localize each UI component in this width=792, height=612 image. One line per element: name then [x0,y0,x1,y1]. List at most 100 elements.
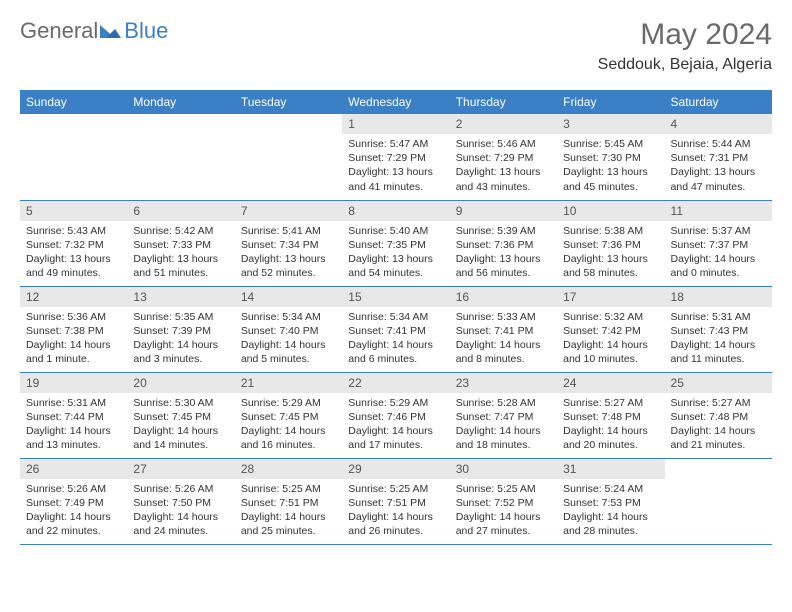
day-content: Sunrise: 5:39 AMSunset: 7:36 PMDaylight:… [450,221,557,285]
day-number: 5 [20,201,127,221]
calendar-body: ...1Sunrise: 5:47 AMSunset: 7:29 PMDayli… [20,114,772,544]
day-number: 19 [20,373,127,393]
day-content: Sunrise: 5:30 AMSunset: 7:45 PMDaylight:… [127,393,234,457]
day-content: Sunrise: 5:35 AMSunset: 7:39 PMDaylight:… [127,307,234,371]
brand-part1: General [20,18,98,44]
weekday-header: Wednesday [342,90,449,114]
day-content: Sunrise: 5:28 AMSunset: 7:47 PMDaylight:… [450,393,557,457]
weekday-header: Thursday [450,90,557,114]
page-header: General Blue May 2024 Seddouk, Bejaia, A… [0,0,792,82]
brand-part2: Blue [124,18,168,44]
day-content: Sunrise: 5:41 AMSunset: 7:34 PMDaylight:… [235,221,342,285]
day-number: 2 [450,114,557,134]
month-title: May 2024 [598,18,772,52]
day-number: 6 [127,201,234,221]
day-content: Sunrise: 5:46 AMSunset: 7:29 PMDaylight:… [450,134,557,198]
day-content: Sunrise: 5:43 AMSunset: 7:32 PMDaylight:… [20,221,127,285]
calendar-day-cell: 19Sunrise: 5:31 AMSunset: 7:44 PMDayligh… [20,372,127,458]
day-content [665,479,772,486]
calendar-day-cell: 8Sunrise: 5:40 AMSunset: 7:35 PMDaylight… [342,200,449,286]
day-content: Sunrise: 5:34 AMSunset: 7:41 PMDaylight:… [342,307,449,371]
calendar-week-row: 12Sunrise: 5:36 AMSunset: 7:38 PMDayligh… [20,286,772,372]
day-number: 27 [127,459,234,479]
day-content: Sunrise: 5:42 AMSunset: 7:33 PMDaylight:… [127,221,234,285]
calendar-day-cell: 25Sunrise: 5:27 AMSunset: 7:48 PMDayligh… [665,372,772,458]
day-content: Sunrise: 5:33 AMSunset: 7:41 PMDaylight:… [450,307,557,371]
day-number: 9 [450,201,557,221]
weekday-header: Tuesday [235,90,342,114]
day-number: 17 [557,287,664,307]
day-content: Sunrise: 5:31 AMSunset: 7:43 PMDaylight:… [665,307,772,371]
calendar-day-cell: 10Sunrise: 5:38 AMSunset: 7:36 PMDayligh… [557,200,664,286]
calendar-day-cell: 13Sunrise: 5:35 AMSunset: 7:39 PMDayligh… [127,286,234,372]
day-content: Sunrise: 5:32 AMSunset: 7:42 PMDaylight:… [557,307,664,371]
day-number: 18 [665,287,772,307]
weekday-header: Friday [557,90,664,114]
day-number: 21 [235,373,342,393]
calendar-day-cell: . [127,114,234,200]
day-content: Sunrise: 5:25 AMSunset: 7:52 PMDaylight:… [450,479,557,543]
calendar-day-cell: 12Sunrise: 5:36 AMSunset: 7:38 PMDayligh… [20,286,127,372]
day-content: Sunrise: 5:40 AMSunset: 7:35 PMDaylight:… [342,221,449,285]
day-number: 12 [20,287,127,307]
day-number: 26 [20,459,127,479]
day-number: 15 [342,287,449,307]
day-content: Sunrise: 5:27 AMSunset: 7:48 PMDaylight:… [557,393,664,457]
calendar-day-cell: 4Sunrise: 5:44 AMSunset: 7:31 PMDaylight… [665,114,772,200]
day-number: 29 [342,459,449,479]
calendar-day-cell: 29Sunrise: 5:25 AMSunset: 7:51 PMDayligh… [342,458,449,544]
day-content: Sunrise: 5:29 AMSunset: 7:45 PMDaylight:… [235,393,342,457]
calendar-day-cell: 9Sunrise: 5:39 AMSunset: 7:36 PMDaylight… [450,200,557,286]
day-number: 22 [342,373,449,393]
calendar-day-cell: 23Sunrise: 5:28 AMSunset: 7:47 PMDayligh… [450,372,557,458]
calendar-day-cell: 14Sunrise: 5:34 AMSunset: 7:40 PMDayligh… [235,286,342,372]
calendar-day-cell: 28Sunrise: 5:25 AMSunset: 7:51 PMDayligh… [235,458,342,544]
day-number: 30 [450,459,557,479]
weekday-header: Monday [127,90,234,114]
day-content: Sunrise: 5:37 AMSunset: 7:37 PMDaylight:… [665,221,772,285]
day-content [235,134,342,141]
calendar-day-cell: . [20,114,127,200]
day-content: Sunrise: 5:47 AMSunset: 7:29 PMDaylight:… [342,134,449,198]
day-content: Sunrise: 5:29 AMSunset: 7:46 PMDaylight:… [342,393,449,457]
calendar-day-cell: . [235,114,342,200]
day-content: Sunrise: 5:24 AMSunset: 7:53 PMDaylight:… [557,479,664,543]
weekday-header: Sunday [20,90,127,114]
location-text: Seddouk, Bejaia, Algeria [598,56,772,74]
day-content: Sunrise: 5:25 AMSunset: 7:51 PMDaylight:… [235,479,342,543]
calendar-day-cell: 7Sunrise: 5:41 AMSunset: 7:34 PMDaylight… [235,200,342,286]
day-number: 7 [235,201,342,221]
day-number: 25 [665,373,772,393]
day-content: Sunrise: 5:26 AMSunset: 7:49 PMDaylight:… [20,479,127,543]
day-content [20,134,127,141]
day-number: 8 [342,201,449,221]
brand-logo: General Blue [20,18,168,44]
day-content: Sunrise: 5:36 AMSunset: 7:38 PMDaylight:… [20,307,127,371]
calendar-day-cell: 15Sunrise: 5:34 AMSunset: 7:41 PMDayligh… [342,286,449,372]
day-content: Sunrise: 5:34 AMSunset: 7:40 PMDaylight:… [235,307,342,371]
day-number: 1 [342,114,449,134]
day-content: Sunrise: 5:38 AMSunset: 7:36 PMDaylight:… [557,221,664,285]
calendar-day-cell: 5Sunrise: 5:43 AMSunset: 7:32 PMDaylight… [20,200,127,286]
calendar-day-cell: 30Sunrise: 5:25 AMSunset: 7:52 PMDayligh… [450,458,557,544]
calendar-day-cell: . [665,458,772,544]
weekday-header: Saturday [665,90,772,114]
weekday-header-row: SundayMondayTuesdayWednesdayThursdayFrid… [20,90,772,114]
day-content: Sunrise: 5:31 AMSunset: 7:44 PMDaylight:… [20,393,127,457]
calendar-week-row: 19Sunrise: 5:31 AMSunset: 7:44 PMDayligh… [20,372,772,458]
calendar-table: SundayMondayTuesdayWednesdayThursdayFrid… [20,90,772,545]
day-content: Sunrise: 5:45 AMSunset: 7:30 PMDaylight:… [557,134,664,198]
calendar-day-cell: 26Sunrise: 5:26 AMSunset: 7:49 PMDayligh… [20,458,127,544]
day-number: 31 [557,459,664,479]
day-number: 16 [450,287,557,307]
day-number: 14 [235,287,342,307]
day-number: 20 [127,373,234,393]
calendar-day-cell: 3Sunrise: 5:45 AMSunset: 7:30 PMDaylight… [557,114,664,200]
day-number: 4 [665,114,772,134]
calendar-day-cell: 31Sunrise: 5:24 AMSunset: 7:53 PMDayligh… [557,458,664,544]
title-block: May 2024 Seddouk, Bejaia, Algeria [598,18,772,74]
calendar-day-cell: 6Sunrise: 5:42 AMSunset: 7:33 PMDaylight… [127,200,234,286]
day-content: Sunrise: 5:27 AMSunset: 7:48 PMDaylight:… [665,393,772,457]
day-content: Sunrise: 5:26 AMSunset: 7:50 PMDaylight:… [127,479,234,543]
calendar-day-cell: 18Sunrise: 5:31 AMSunset: 7:43 PMDayligh… [665,286,772,372]
